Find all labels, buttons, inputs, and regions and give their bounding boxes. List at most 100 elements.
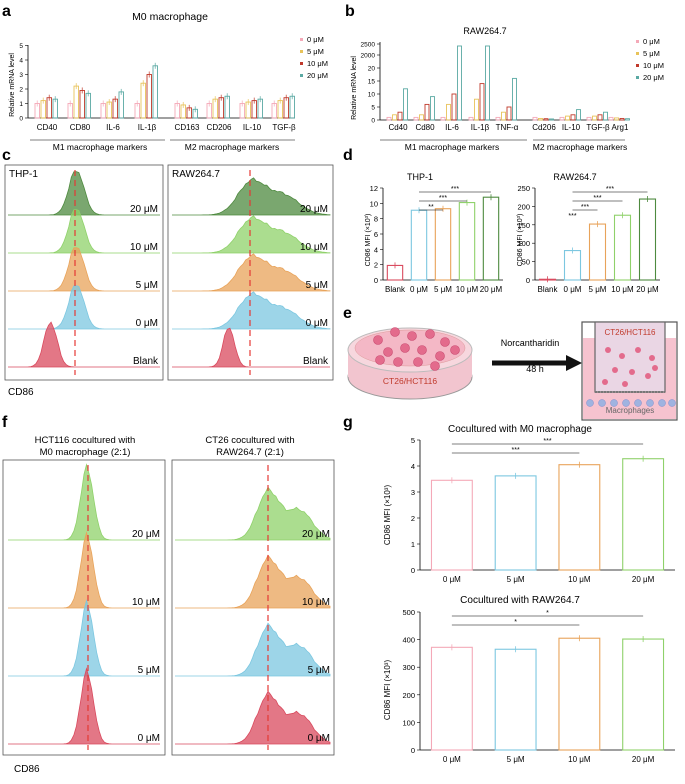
significance-label: *** [606, 186, 614, 193]
cell-icon [407, 331, 417, 341]
bar [485, 45, 490, 121]
panel-c-xlabel: CD86 [8, 387, 34, 398]
histogram [8, 171, 160, 216]
bar [46, 97, 52, 119]
legend-swatch [300, 62, 303, 65]
histogram [172, 177, 331, 216]
legend-label: 20 μM [307, 71, 328, 80]
y-tick-label: 20 [368, 66, 376, 73]
significance-label: *** [568, 213, 576, 220]
gene-label: TGF-β [272, 123, 296, 132]
panel-a: M0 macrophage Relative mRNA level 0 1 2 3 4 5… [9, 11, 328, 152]
x-tick-label: 0 μM [410, 285, 428, 294]
panel-f-right-title1: CT26 cocultured with [205, 435, 294, 446]
panel-g2-title: Cocultured with RAW264.7 [460, 595, 580, 606]
y-tick-label: 10 [368, 92, 376, 99]
legend-swatch [300, 38, 303, 41]
x-tick-label: 20 μM [480, 285, 503, 294]
y-tick-label: 300 [402, 663, 415, 672]
row-label: 20 μM [130, 204, 158, 215]
x-tick-label: 5 μM [434, 285, 452, 294]
row-label: 5 μM [136, 280, 158, 291]
bar [430, 646, 473, 751]
bar [152, 65, 158, 119]
y-tick-label: 250 [517, 184, 530, 193]
row-label: 20 μM [302, 529, 330, 540]
dish-label: CT26/HCT116 [383, 376, 437, 386]
bar [570, 114, 576, 121]
bar [576, 109, 581, 121]
row-label: 10 μM [300, 242, 328, 253]
legend-swatch [636, 40, 639, 43]
y-tick-label: 4 [19, 58, 23, 65]
cell-icon [649, 355, 655, 361]
panel-a-group2: M2 macrophage markers [185, 142, 279, 152]
panel-c: THP-1 RAW264.7 20 μM 20 μM 10 μM 10 μM 5 μM 5… [4, 164, 334, 398]
bar [538, 117, 543, 121]
bar [146, 74, 152, 119]
cell-icon [645, 373, 651, 379]
y-tick-label: 5 [411, 436, 415, 445]
panel-b: RAW264.7 Relative mRNA level 0 5 10 15 20 200… [351, 26, 664, 152]
cell-icon [440, 337, 450, 347]
legend-label: 5 μM [643, 49, 660, 58]
cell-icon [635, 347, 641, 353]
legend-label: 20 μM [643, 73, 664, 82]
bar [512, 77, 517, 121]
legend-swatch [300, 50, 303, 53]
bar [506, 106, 512, 121]
bar [608, 116, 614, 121]
y-tick-label: 100 [517, 239, 530, 248]
panel-label-c: c [2, 147, 11, 164]
cell-icon [602, 379, 608, 385]
histogram [8, 667, 160, 745]
y-tick-label: 6 [374, 230, 378, 239]
bar [410, 209, 428, 281]
panel-b-group1: M1 macrophage markers [405, 142, 499, 152]
bar [468, 116, 474, 121]
histogram [8, 321, 160, 368]
panel-d: THP-1 RAW264.7 CD86 MFI (×10³) CD86 MFI … [365, 172, 660, 294]
panel-f: HCT116 cocultured with M0 macrophage (2:… [2, 435, 335, 775]
histogram [8, 531, 160, 609]
bar [403, 88, 408, 121]
row-label: 10 μM [302, 597, 330, 608]
significance-label: ** [428, 204, 434, 211]
row-label: 5 μM [308, 665, 330, 676]
gene-label: TNF-α [496, 123, 519, 132]
bar [458, 202, 476, 281]
panel-d-left-ylabel: CD86 MFI (×10³) [365, 214, 372, 267]
y-tick-label: 4 [411, 462, 415, 471]
y-tick-label: 0 [19, 116, 23, 123]
bar [495, 116, 501, 121]
panel-a-ylabel: Relative mRNA level [9, 53, 16, 117]
bar [625, 118, 630, 121]
insert-label: CT26/HCT116 [605, 328, 657, 337]
row-label: 5 μM [306, 280, 328, 291]
y-tick-label: 2 [374, 261, 378, 270]
gene-label: CD40 [37, 123, 58, 132]
panel-e-diagram: CT26/HCT116 Norcantharidin 48 h CT26/HCT… [347, 321, 678, 421]
y-tick-label: 4 [374, 245, 378, 254]
panel-label-e: e [343, 305, 352, 322]
significance-label: *** [593, 195, 601, 202]
significance-label: * [546, 610, 549, 617]
legend-swatch [636, 52, 639, 55]
y-tick-label: 0 [374, 276, 378, 285]
legend-label: 0 μM [643, 37, 660, 46]
x-tick-label: Blank [385, 285, 406, 294]
panel-label-b: b [345, 3, 355, 20]
cell-icon [413, 357, 423, 367]
panel-f-right-title2: RAW264.7 (2:1) [216, 447, 284, 458]
x-tick-label: 20 μM [632, 575, 655, 584]
bar [392, 114, 397, 121]
y-tick-label: 1 [19, 101, 23, 108]
gene-label: IL-1β [138, 123, 157, 132]
y-tick-label: 12 [370, 184, 378, 193]
bar [494, 475, 537, 571]
gene-label: IL-6 [445, 123, 459, 132]
bar [558, 464, 601, 571]
panel-b-group2: M2 macrophage markers [533, 142, 627, 152]
gene-label: TGF-β [586, 123, 610, 132]
x-tick-label: 0 μM [443, 755, 461, 764]
